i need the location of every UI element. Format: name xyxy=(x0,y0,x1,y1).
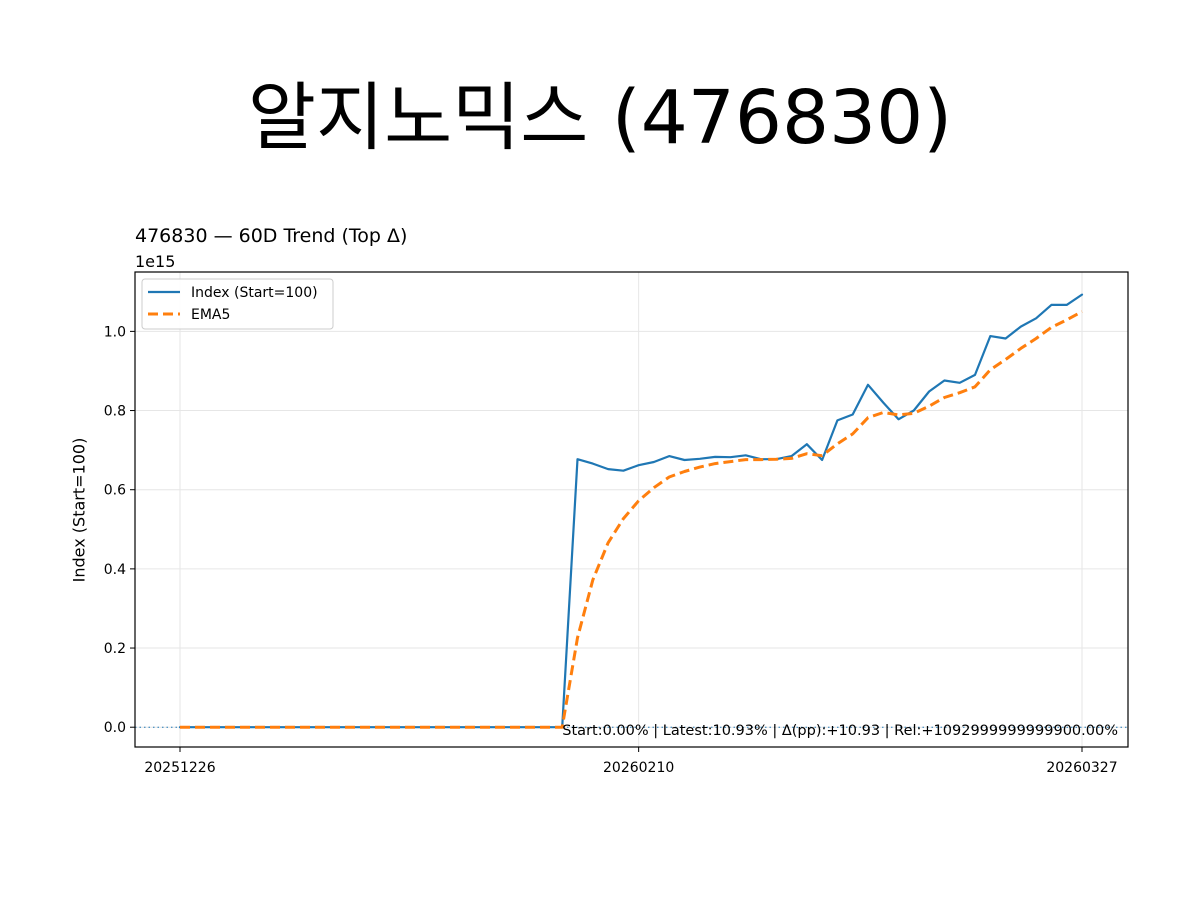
y-tick-label: 0.6 xyxy=(104,483,126,499)
x-tick-label: 20251226 xyxy=(144,760,215,776)
y-tick-label: 0.0 xyxy=(104,720,126,736)
series-line-ema5 xyxy=(180,310,1083,729)
y-axis-exponent-label: 1e15 xyxy=(135,252,176,271)
grid-lines xyxy=(135,272,1128,747)
y-tick-label: 0.4 xyxy=(104,562,126,578)
y-tick-label: 1.0 xyxy=(104,324,126,340)
legend: Index (Start=100) EMA5 xyxy=(141,278,334,330)
legend-box xyxy=(141,278,334,330)
legend-label: EMA5 xyxy=(191,307,230,323)
stats-annotation: Start:0.00% | Latest:10.93% | Δ(pp):+10.… xyxy=(562,723,1118,739)
legend-label: Index (Start=100) xyxy=(191,285,318,301)
y-tick-label: 0.8 xyxy=(104,404,126,420)
x-tick-label: 20260327 xyxy=(1046,760,1117,776)
x-tick-label: 20260210 xyxy=(603,760,674,776)
page-title: 알지노믹스 (476830) xyxy=(247,75,953,161)
series-line-index-start-100 xyxy=(178,293,1084,729)
chart-title: 476830 — 60D Trend (Top Δ) xyxy=(135,225,408,247)
y-tick-label: 0.2 xyxy=(104,641,126,657)
series-lines xyxy=(178,293,1084,729)
axis-ticks: 0.0 0.2 0.4 0.6 0.8 1.0 20251226 20260210 202603… xyxy=(104,324,1118,776)
plot-frame xyxy=(134,271,1129,748)
